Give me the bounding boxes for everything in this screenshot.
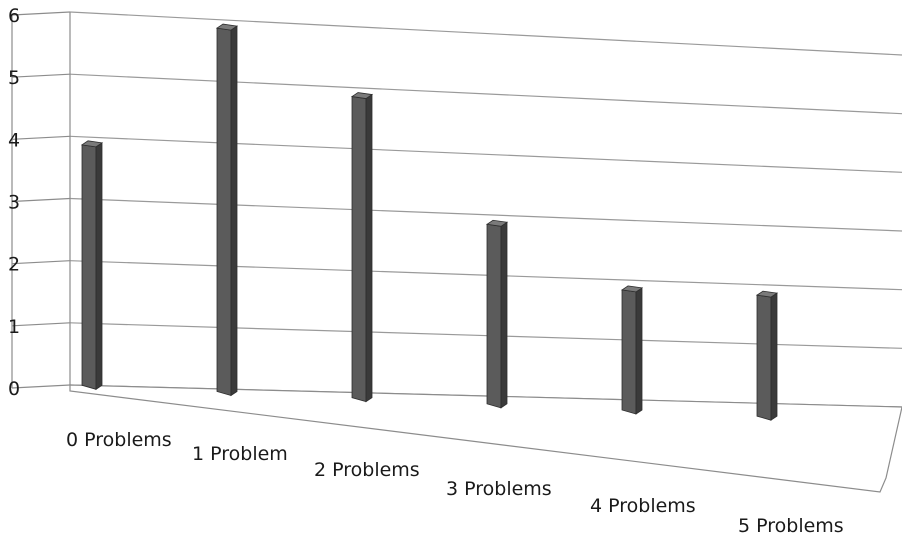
- bar-top: [215, 23, 239, 31]
- bar-side: [635, 287, 643, 415]
- y-axis-tick-labels: 0 1 2 3 4 5 6: [8, 5, 20, 400]
- bar-top: [350, 92, 374, 99]
- y-tick-label: 4: [8, 129, 20, 151]
- gridline: [69, 11, 902, 56]
- bar: [755, 290, 779, 421]
- bar-front: [216, 27, 232, 397]
- x-category-label: 0 Problems: [66, 429, 172, 451]
- wall-tick: [11, 197, 71, 203]
- bar-side: [770, 292, 778, 421]
- y-tick-label: 0: [8, 378, 20, 400]
- y-tick-label: 3: [8, 192, 20, 214]
- wall-tick: [11, 135, 71, 140]
- x-category-label: 5 Problems: [738, 515, 844, 537]
- bar-front: [621, 289, 637, 415]
- x-category-label: 3 Problems: [446, 478, 552, 500]
- bar-top: [755, 290, 779, 298]
- bar: [80, 140, 104, 391]
- bar-side: [230, 25, 238, 397]
- x-category-label: 1 Problem: [192, 443, 288, 465]
- bar-top: [80, 140, 104, 148]
- gridline: [69, 135, 902, 173]
- x-axis-category-labels: 0 Problems 1 Problem 2 Problems 3 Problems 4…: [66, 429, 844, 537]
- bar-front: [486, 223, 502, 409]
- bar: [350, 92, 374, 403]
- bar: [485, 219, 509, 409]
- wall-tick: [11, 73, 71, 78]
- y-tick-label: 5: [8, 67, 20, 89]
- wall-tick: [11, 260, 71, 265]
- bar-front: [81, 144, 97, 390]
- wall-tick: [11, 322, 71, 327]
- gridline: [69, 260, 902, 291]
- gridline: [69, 73, 902, 115]
- bar-side: [500, 221, 508, 409]
- gridlines: [11, 11, 902, 408]
- bar-side: [95, 142, 103, 391]
- bar: [215, 23, 239, 397]
- bar-front: [351, 96, 367, 403]
- x-category-label: 2 Problems: [314, 459, 420, 481]
- bar-front: [756, 294, 772, 421]
- gridline: [69, 197, 902, 232]
- y-tick-label: 1: [8, 316, 20, 338]
- y-tick-label: 6: [8, 5, 20, 27]
- wall-tick: [11, 384, 71, 389]
- bars: [80, 23, 779, 421]
- bar-top: [620, 285, 644, 293]
- bar-top: [485, 219, 509, 227]
- x-category-label: 4 Problems: [590, 495, 696, 517]
- bar-side: [365, 93, 373, 403]
- bar: [620, 285, 644, 415]
- wall-tick: [11, 11, 71, 16]
- y-tick-label: 2: [8, 254, 20, 276]
